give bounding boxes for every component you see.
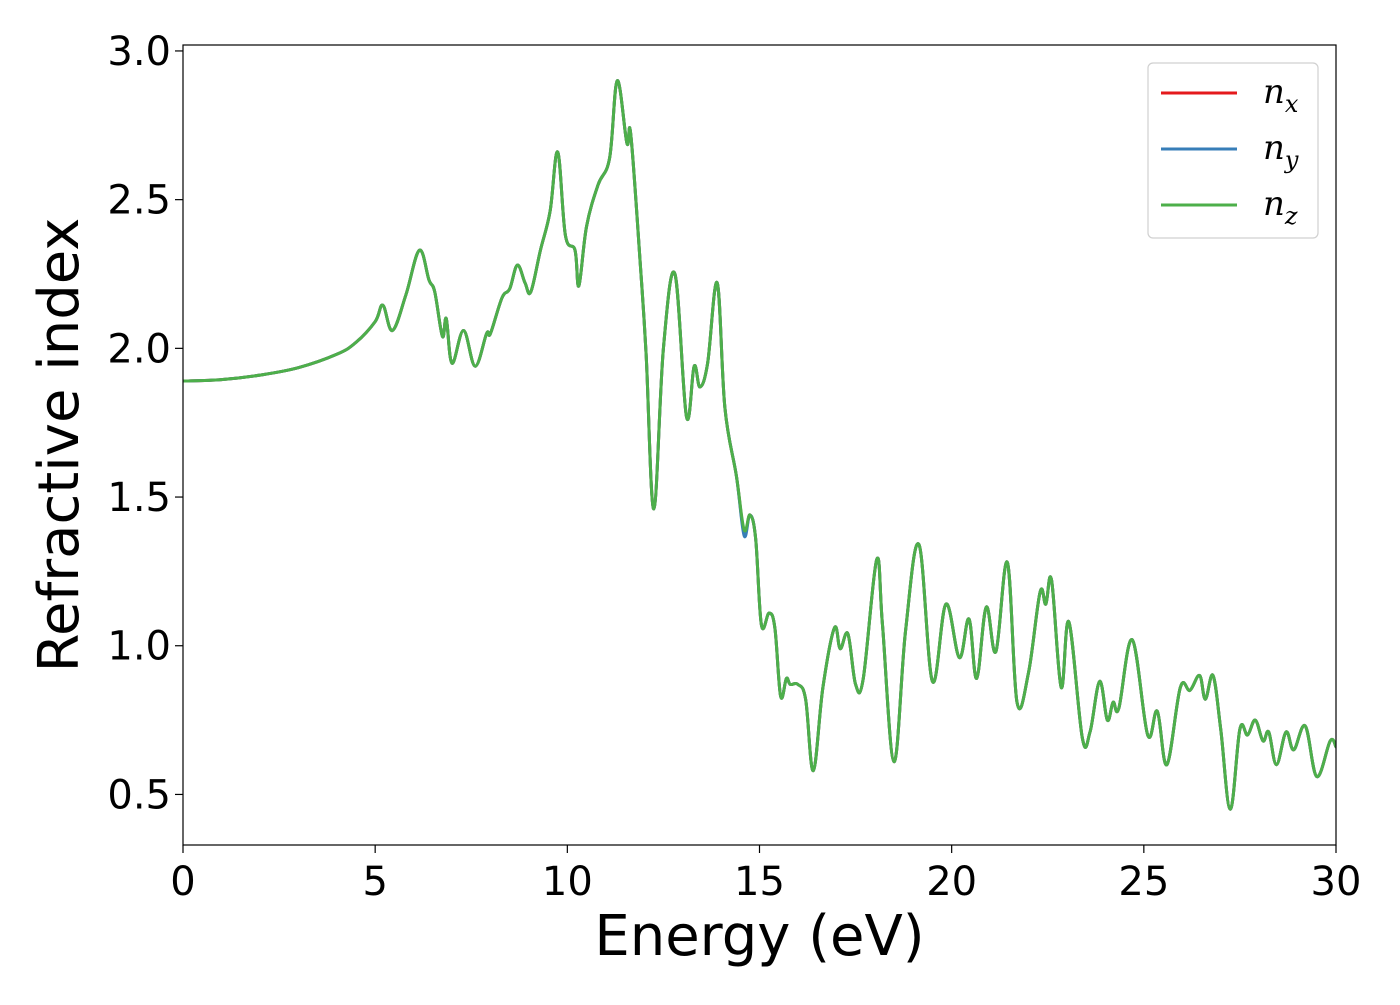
x-tick-label: 0 (170, 859, 195, 905)
x-tick-label: 15 (734, 859, 785, 905)
x-axis-ticks: 0 5 10 15 20 25 30 (170, 845, 1361, 905)
series-layer (183, 79, 1336, 811)
x-tick-label: 25 (1118, 859, 1169, 905)
legend-label-z: nz (1263, 184, 1298, 230)
y-tick-label: 2.0 (107, 326, 171, 372)
y-tick-label: 1.5 (107, 475, 171, 521)
x-tick-label: 10 (542, 859, 593, 905)
y-axis-title: Refractive index (27, 218, 92, 673)
legend-label-x: nx (1263, 72, 1299, 118)
y-tick-label: 2.5 (107, 178, 171, 224)
y-tick-label: 3.0 (107, 29, 171, 75)
y-tick-label: 1.0 (107, 624, 171, 670)
y-axis-ticks: 0.5 1.0 1.5 2.0 2.5 3.0 (107, 29, 183, 818)
legend-label-y: ny (1263, 128, 1299, 174)
x-tick-label: 30 (1311, 859, 1362, 905)
legend: nx ny nz (1147, 62, 1319, 239)
x-axis-title: Energy (eV) (594, 904, 924, 969)
x-tick-label: 20 (926, 859, 977, 905)
x-tick-label: 5 (362, 859, 387, 905)
series-line-z (183, 79, 1336, 811)
y-tick-label: 0.5 (107, 772, 171, 818)
